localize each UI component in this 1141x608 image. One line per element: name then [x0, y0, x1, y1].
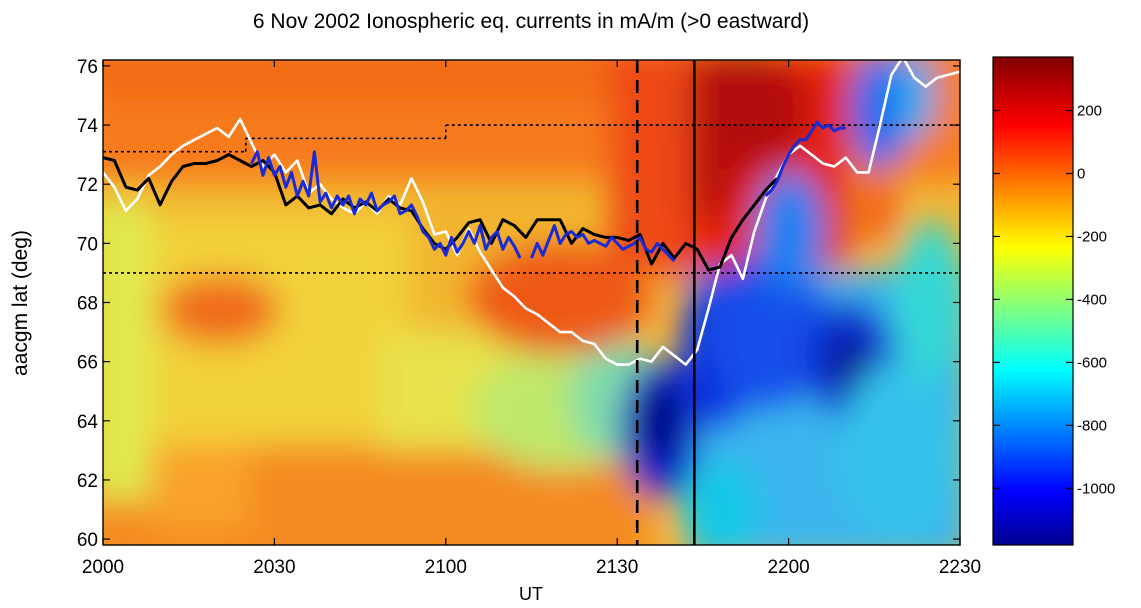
- x-tick-label: 2000: [82, 557, 124, 578]
- colorbar-tick-label: -200: [1077, 228, 1107, 245]
- x-tick-label: 2130: [596, 557, 638, 578]
- y-tick-label: 70: [77, 234, 98, 255]
- y-axis-label: aacgm lat (deg): [9, 230, 32, 376]
- colorbar-tick-label: 200: [1077, 103, 1102, 120]
- y-tick-label: 76: [77, 57, 98, 78]
- colorbar-tick-label: -800: [1077, 417, 1107, 434]
- y-tick-label: 64: [77, 412, 99, 433]
- y-tick-label: 60: [77, 530, 98, 551]
- colorbar-tick-label: -400: [1077, 291, 1107, 308]
- plot-axes: 2000 2030 2100 2130 2200 2230 60 62 64 66 68 70 72 74…: [77, 57, 981, 578]
- x-axis-label: UT: [519, 584, 543, 604]
- y-tick-label: 68: [77, 294, 98, 315]
- chart-title: 6 Nov 2002 Ionospheric eq. currents in m…: [253, 10, 809, 33]
- colorbar-tick-label: -1000: [1077, 480, 1115, 497]
- heatmap: [103, 60, 960, 545]
- colorbar: [992, 56, 1074, 546]
- colorbar-ticks: 200 0 -200 -400 -600 -800 -1000: [993, 103, 1115, 497]
- colorbar-tick-label: -600: [1077, 354, 1107, 371]
- series-line-5: [764, 120, 846, 198]
- x-tick-label: 2230: [939, 557, 981, 578]
- series-line-4: [530, 224, 676, 263]
- series-line-1: [103, 60, 960, 366]
- y-tick-label: 72: [77, 175, 98, 196]
- overlay-lines: [103, 60, 960, 545]
- colorbar-tick-label: 0: [1077, 165, 1085, 182]
- series-line-3: [250, 150, 522, 259]
- x-tick-label: 2030: [253, 557, 295, 578]
- y-tick-label: 74: [77, 116, 99, 137]
- x-tick-label: 2200: [767, 557, 809, 578]
- y-tick-label: 66: [77, 353, 98, 374]
- x-tick-label: 2100: [425, 557, 467, 578]
- y-tick-label: 62: [77, 471, 98, 492]
